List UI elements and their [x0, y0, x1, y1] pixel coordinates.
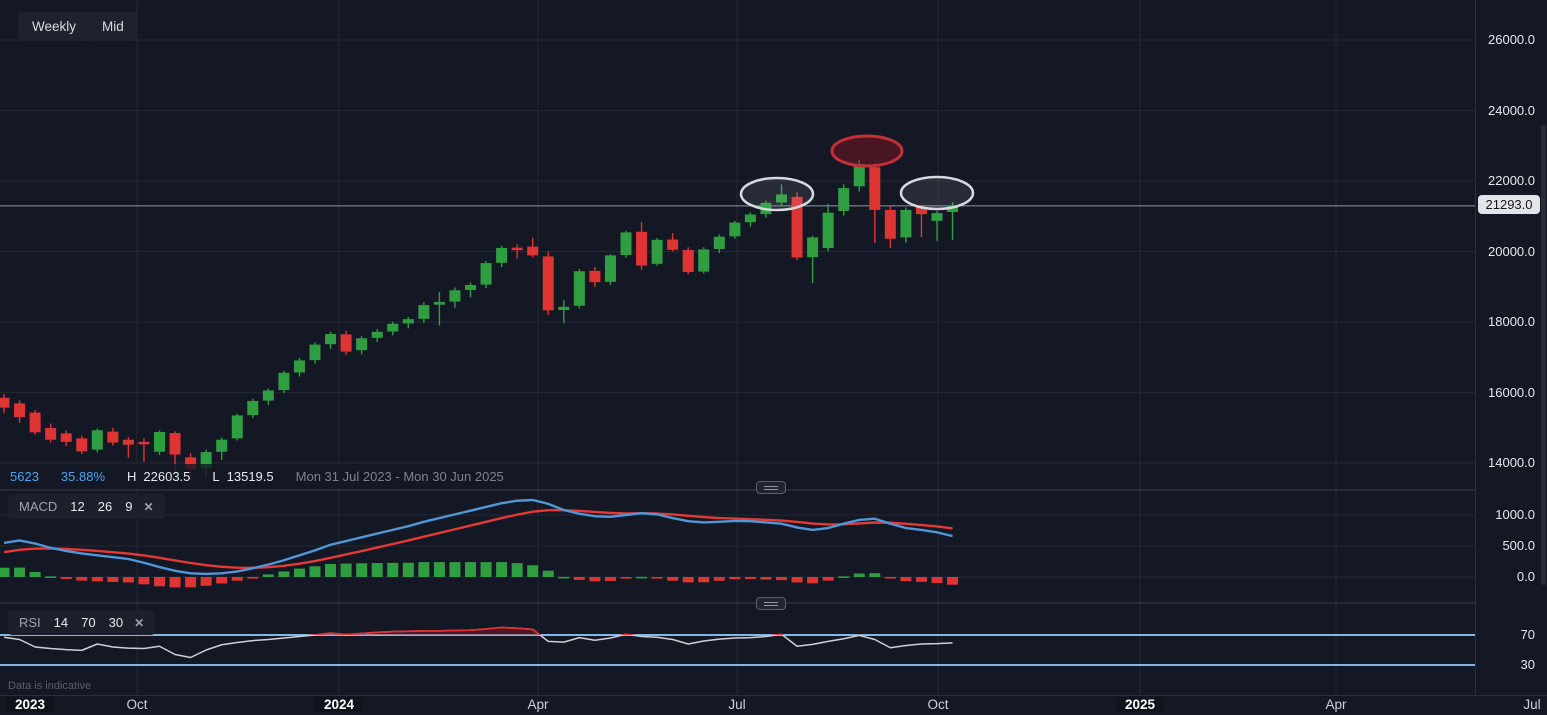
disclaimer-text: Data is indicative: [8, 680, 92, 692]
price-axis-label: 24000.0: [1488, 102, 1535, 118]
time-axis-month-label: Jul: [728, 697, 746, 712]
scrollbar-thumb[interactable]: [1541, 125, 1546, 585]
macd-fast-param: 12: [70, 499, 85, 514]
price-source-button[interactable]: Mid: [88, 12, 138, 41]
rsi-axis-label: 70: [1520, 627, 1535, 642]
rsi-close-icon[interactable]: ✕: [134, 615, 145, 630]
price-axis-label: 14000.0: [1488, 455, 1535, 470]
macd-signal-line: [3, 508, 953, 570]
time-axis-month-label: Oct: [126, 697, 148, 712]
red-ellipse-annotation[interactable]: [830, 134, 904, 168]
price-axis-label: 20000.0: [1488, 243, 1535, 259]
last-price-badge: 21293.0: [1478, 194, 1540, 214]
pane-resize-handle-icon[interactable]: [756, 481, 786, 494]
rsi-series: [0, 626, 1475, 666]
ohlc-info-bar: 5623 35.88% H 22603.5 L 13519.5 Mon 31 J…: [0, 464, 514, 488]
time-axis-month-label: Oct: [927, 697, 949, 712]
time-axis-year-label: 2025: [1115, 697, 1165, 712]
timeframe-button[interactable]: Weekly: [18, 12, 91, 41]
gray-ellipse-annotation[interactable]: [739, 176, 815, 212]
price-axis-label: 18000.0: [1488, 314, 1535, 329]
rsi-axis-label: 30: [1520, 657, 1535, 672]
time-axis-month-label: Apr: [1325, 697, 1347, 712]
macd-line: [3, 498, 953, 576]
price-axis-label: 22000.0: [1488, 173, 1535, 188]
macd-slow-param: 26: [97, 499, 113, 514]
time-axis-month-label: Apr: [527, 697, 549, 712]
price-axis-label: 16000.0: [1488, 384, 1535, 400]
change-percent: 35.88%: [60, 468, 106, 484]
price-axis-label: 26000.0: [1488, 32, 1535, 47]
macd-signal-param: 9: [125, 499, 133, 514]
macd-axis-label: 0.0: [1516, 569, 1535, 584]
macd-axis-label: 500.0: [1502, 538, 1535, 553]
time-axis[interactable]: 2023 Oct 2024 Apr Jul Oct 2025 Apr Jul: [0, 695, 1547, 715]
macd-series: [0, 498, 959, 588]
rsi-title: RSI: [19, 615, 41, 630]
chart-canvas[interactable]: Weekly Mid 5623 35.88% H 22603.5 L 13519…: [0, 0, 1475, 695]
macd-axis-label: 1000.0: [1495, 507, 1535, 522]
time-axis-year-label: 2023: [5, 697, 55, 712]
macd-indicator-label[interactable]: MACD 12 26 9 ✕: [8, 494, 165, 519]
rsi-lower-param: 30: [108, 615, 124, 630]
candlestick-series: [0, 159, 959, 480]
bars-count: 5623: [10, 468, 39, 484]
rsi-length-param: 14: [53, 615, 69, 630]
macd-title: MACD: [19, 499, 58, 514]
grid-lines: [0, 0, 1475, 695]
low-value: 13519.5: [226, 468, 274, 484]
high-label: H: [127, 468, 137, 484]
annotation-ellipses: [739, 134, 975, 212]
price-axis[interactable]: 21293.0 26000.0 24000.0 22000.0 20000.0 1800…: [1475, 0, 1547, 695]
date-range: Mon 31 Jul 2023 - Mon 30 Jun 2025: [295, 468, 504, 484]
scrollbar-track: [1540, 0, 1547, 695]
rsi-overbought-layer: [4, 626, 953, 635]
pane-resize-handle-icon[interactable]: [756, 597, 786, 610]
pane-separators: [0, 489, 1475, 604]
time-axis-month-label: Jul: [1523, 697, 1541, 712]
macd-close-icon[interactable]: ✕: [143, 499, 154, 514]
low-label: L: [212, 468, 220, 484]
time-axis-year-label: 2024: [314, 697, 364, 712]
rsi-upper-param: 70: [81, 615, 96, 630]
gray-ellipse-annotation[interactable]: [899, 175, 975, 211]
high-value: 22603.5: [143, 468, 191, 484]
chart-svg[interactable]: [0, 0, 1475, 695]
rsi-indicator-label[interactable]: RSI 14 70 30 ✕: [8, 610, 156, 635]
